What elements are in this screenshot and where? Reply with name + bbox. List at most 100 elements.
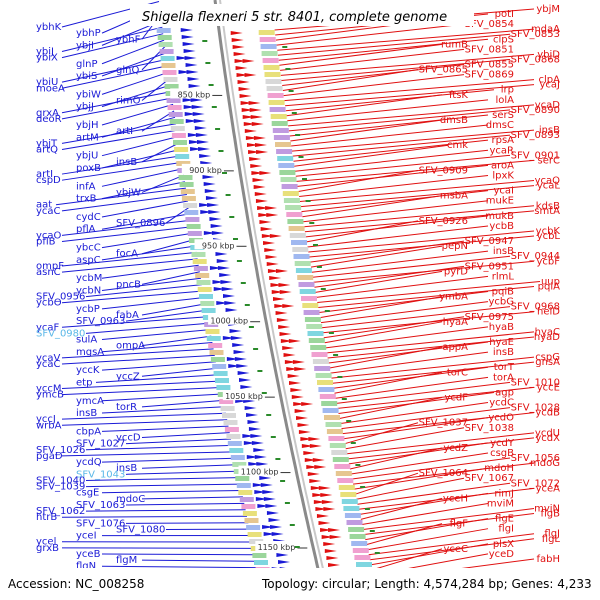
gene-label[interactable]: ybiW bbox=[76, 89, 101, 100]
gene-label[interactable]: lolA bbox=[495, 95, 514, 106]
gene-label[interactable]: poxB bbox=[76, 163, 101, 174]
gene-label[interactable]: mviN bbox=[534, 504, 560, 515]
gene-label[interactable]: insB bbox=[76, 408, 97, 419]
gene-label[interactable]: ycbK bbox=[536, 226, 561, 237]
gene-label[interactable]: ybjT bbox=[36, 138, 58, 149]
gene-label[interactable]: ycaR bbox=[490, 145, 515, 156]
gene-label[interactable]: hyaC bbox=[535, 327, 560, 338]
gene-label[interactable]: dmsC bbox=[486, 120, 514, 131]
gene-label[interactable]: SFV_0968 bbox=[511, 302, 560, 313]
gene-label[interactable]: glnP bbox=[76, 59, 98, 70]
gene-label[interactable]: rimJ bbox=[494, 488, 514, 499]
gene-label[interactable]: yceD bbox=[489, 549, 515, 560]
gene-label[interactable]: pyrD bbox=[444, 266, 468, 277]
gene-label[interactable]: flgE bbox=[495, 514, 514, 525]
gene-label[interactable]: ycdQ bbox=[76, 457, 102, 468]
gene-label[interactable]: ycbN bbox=[76, 285, 101, 296]
gene-label[interactable]: cbpA bbox=[76, 426, 101, 437]
gene-label[interactable]: flgN bbox=[76, 561, 96, 572]
gene-label[interactable]: SFV_1080 bbox=[116, 524, 165, 535]
gene-label[interactable]: torC bbox=[447, 367, 468, 378]
gene-label[interactable]: ycdC bbox=[489, 398, 514, 409]
gene-label[interactable]: gnsA bbox=[535, 357, 560, 368]
gene-label[interactable]: SFV_0890 bbox=[511, 105, 560, 116]
gene-label[interactable]: ybhF bbox=[116, 34, 141, 45]
gene-label[interactable]: artI bbox=[36, 169, 53, 180]
gene-label[interactable]: smtA bbox=[534, 206, 560, 217]
gene-label[interactable]: SFV_0975 bbox=[465, 312, 514, 323]
gene-label[interactable]: yccZ bbox=[116, 371, 140, 382]
gene-label[interactable]: SFV_0854 bbox=[465, 19, 514, 30]
gene-label[interactable]: artI bbox=[116, 126, 133, 137]
gene-label[interactable]: cspG bbox=[535, 352, 560, 363]
gene-label[interactable]: SFV_0944 bbox=[511, 251, 560, 262]
gene-label[interactable]: yccE bbox=[537, 382, 560, 393]
gene-label[interactable]: serC bbox=[538, 155, 560, 166]
gene-label[interactable]: SFV_1027 bbox=[76, 439, 125, 450]
gene-label[interactable]: yccD bbox=[116, 433, 141, 444]
gene-label[interactable]: ybiJ bbox=[36, 47, 54, 58]
gene-label[interactable]: appA bbox=[442, 342, 468, 353]
gene-label[interactable]: SFV_1043 bbox=[76, 469, 125, 480]
gene-label[interactable]: infA bbox=[76, 181, 96, 192]
gene-label[interactable]: etp bbox=[76, 377, 92, 388]
gene-label[interactable]: torR bbox=[116, 402, 137, 413]
gene-label[interactable]: insB bbox=[116, 463, 137, 474]
gene-label[interactable]: ycaD bbox=[535, 100, 561, 111]
gene-label[interactable]: torT bbox=[494, 362, 515, 373]
gene-label[interactable]: cspD bbox=[36, 175, 61, 186]
gene-label[interactable]: ycdB bbox=[535, 408, 560, 419]
gene-label[interactable]: artQ bbox=[36, 145, 58, 156]
gene-label[interactable]: deoR bbox=[36, 114, 62, 125]
gene-label[interactable]: SFV_1028 bbox=[511, 403, 560, 414]
gene-label[interactable]: torA bbox=[493, 372, 514, 383]
gene-label[interactable]: moeA bbox=[36, 83, 65, 94]
gene-label[interactable]: SFV_1040 bbox=[36, 475, 85, 486]
gene-label[interactable]: grxB bbox=[36, 543, 59, 554]
gene-label[interactable]: mukE bbox=[486, 196, 514, 207]
gene-label[interactable]: ybjI bbox=[76, 40, 94, 51]
gene-label[interactable]: yccJ bbox=[36, 414, 56, 425]
gene-label[interactable]: ybhK bbox=[36, 22, 62, 33]
gene-label[interactable]: ybhP bbox=[76, 28, 101, 39]
gene-label[interactable]: hyaD bbox=[534, 332, 560, 343]
gene-label[interactable]: sulA bbox=[76, 335, 97, 346]
gene-label[interactable]: ycel bbox=[36, 537, 56, 548]
gene-label[interactable]: ycbF bbox=[536, 256, 560, 267]
gene-label[interactable]: yceB bbox=[76, 549, 101, 560]
gene-label[interactable]: aspC bbox=[76, 255, 101, 266]
gene-label[interactable]: SFV_1067 bbox=[465, 473, 514, 484]
gene-label[interactable]: ftsK bbox=[449, 90, 468, 101]
gene-label[interactable]: cmk bbox=[447, 140, 468, 151]
gene-label[interactable]: rpsA bbox=[491, 135, 514, 146]
gene-label[interactable]: SFV_0853 bbox=[511, 29, 560, 40]
gene-label[interactable]: msbA bbox=[440, 191, 468, 202]
gene-label[interactable]: mdoC bbox=[116, 494, 145, 505]
gene-label[interactable]: SFV_0896 bbox=[116, 218, 165, 229]
gene-label[interactable]: pqiB bbox=[492, 287, 514, 298]
gene-label[interactable]: SFV_1010 bbox=[511, 377, 560, 388]
gene-label[interactable]: insB bbox=[493, 347, 514, 358]
gene-label[interactable]: SFV_1062 bbox=[36, 506, 85, 517]
gene-label[interactable]: hyaA bbox=[443, 317, 468, 328]
gene-label[interactable]: ycbO bbox=[36, 298, 62, 309]
gene-label[interactable]: ycdX bbox=[535, 433, 560, 444]
gene-label[interactable]: SFV_0855 bbox=[465, 60, 514, 71]
gene-label[interactable]: yccM bbox=[36, 384, 62, 395]
gene-label[interactable]: rlmL bbox=[492, 271, 515, 282]
gene-label[interactable]: ycbP bbox=[76, 304, 100, 315]
gene-label[interactable]: SFV_0893 bbox=[511, 130, 560, 141]
gene-label[interactable]: SFV_0951 bbox=[465, 261, 514, 272]
gene-label[interactable]: ycdY bbox=[490, 438, 515, 449]
gene-label[interactable]: flgI bbox=[498, 524, 514, 535]
gene-label[interactable]: serS bbox=[492, 110, 514, 121]
gene-label[interactable]: ycaJ bbox=[540, 80, 561, 91]
gene-label[interactable]: glnQ bbox=[116, 65, 139, 76]
gene-label[interactable]: clpS bbox=[493, 34, 514, 45]
gene-label[interactable]: ycbM bbox=[76, 273, 102, 284]
gene-label[interactable]: hyaE bbox=[489, 337, 514, 348]
gene-label[interactable]: SFV_1076 bbox=[76, 518, 125, 529]
gene-label[interactable]: dmsB bbox=[440, 115, 468, 126]
gene-label[interactable]: plsX bbox=[493, 539, 514, 550]
